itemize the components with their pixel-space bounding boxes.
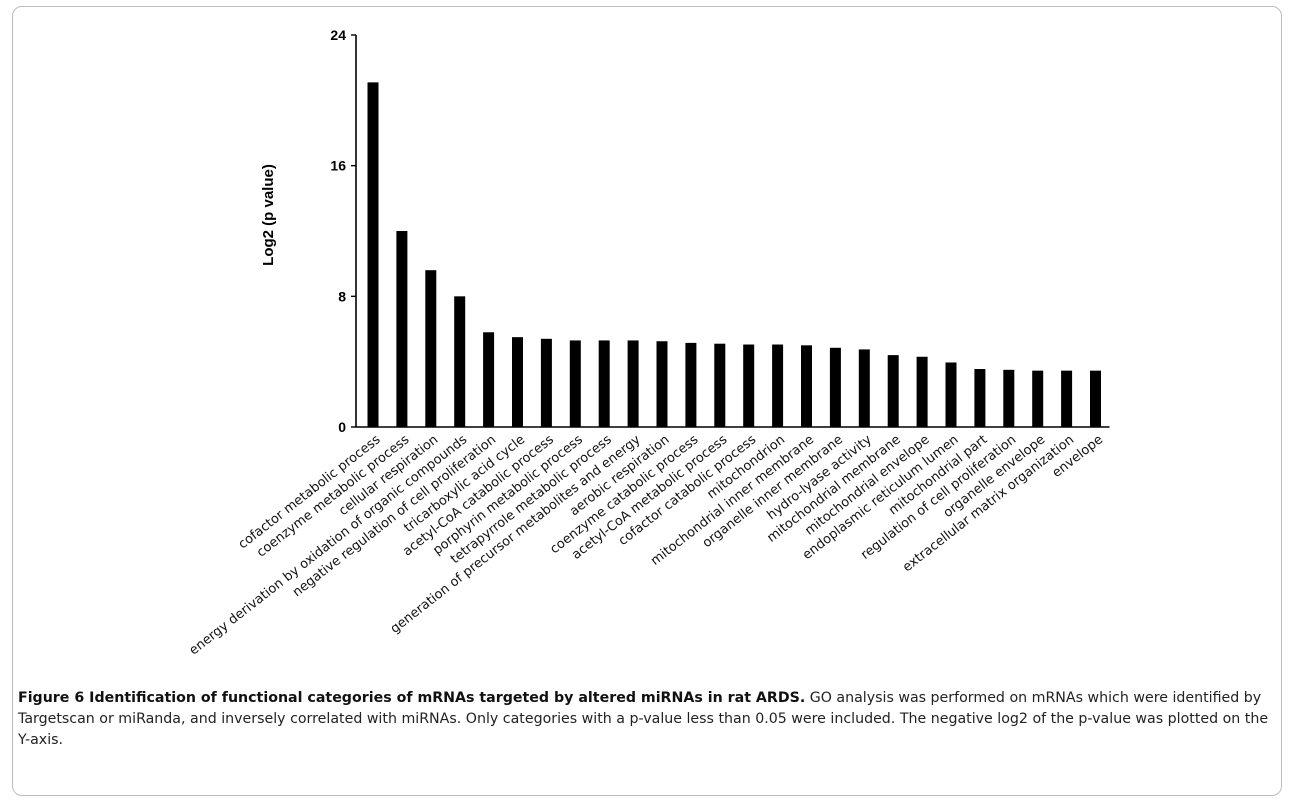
bar: [1003, 369, 1015, 427]
y-tick-label: 8: [338, 288, 346, 304]
bar: [540, 338, 552, 427]
bar: [425, 270, 437, 427]
bar: [743, 344, 755, 427]
bar: [829, 347, 841, 427]
bar: [569, 340, 581, 427]
bar: [945, 362, 957, 427]
bar: [483, 332, 495, 427]
bar: [1090, 370, 1101, 427]
bar: [916, 356, 928, 427]
figure-caption: Figure 6 Identification of functional ca…: [18, 688, 1274, 751]
bar: [367, 82, 379, 427]
bar: [396, 231, 408, 427]
bar: [454, 296, 466, 427]
caption-label: Figure 6 Identification of functional ca…: [18, 690, 806, 706]
bar: [512, 337, 523, 427]
y-tick-label: 16: [330, 158, 346, 174]
bar: [974, 369, 986, 427]
bar-chart: 0 8 16 24 cofactor metabolic processcoenzym…: [187, 27, 1110, 658]
bar: [772, 344, 784, 427]
bar: [858, 349, 870, 427]
caption-text: GO analysis was performed on mRNAs which…: [18, 690, 1269, 748]
bars-group: [367, 82, 1101, 427]
bar: [714, 343, 726, 427]
bar: [1061, 370, 1073, 427]
bar: [685, 342, 697, 427]
bar: [801, 345, 812, 427]
bar: [598, 340, 610, 427]
y-tick-label: 0: [338, 419, 346, 435]
bar: [887, 355, 899, 427]
x-tick-label: energy derivation by oxidation of organi…: [187, 432, 471, 658]
bar: [1032, 370, 1044, 427]
y-tick-label: 24: [330, 27, 346, 43]
y-axis-label: Log2 (p value): [260, 164, 277, 266]
bar: [656, 341, 668, 427]
bar: [627, 340, 639, 427]
